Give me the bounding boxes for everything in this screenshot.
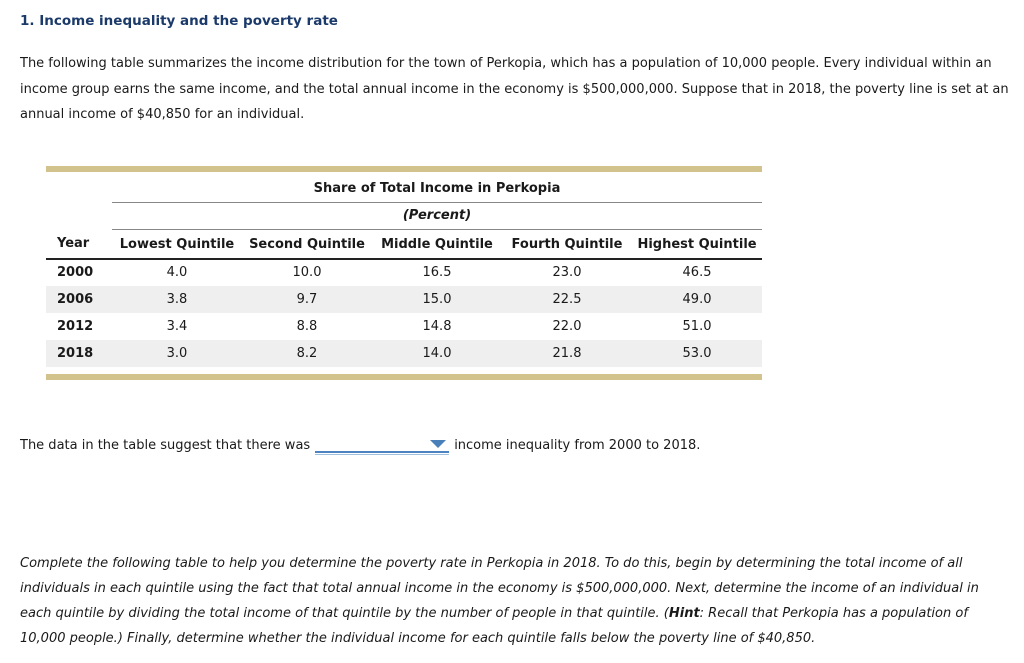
value-cell: 8.8 [296, 318, 318, 334]
value-cell: 14.8 [422, 318, 452, 334]
column-header-highest-quintile: Highest Quintile [632, 229, 763, 260]
value-cell: 22.0 [552, 318, 582, 334]
question-sentence: The data in the table suggest that there… [20, 437, 1004, 455]
instructions-paragraph: Complete the following table to help you… [20, 551, 1010, 651]
value-cell: 51.0 [682, 318, 712, 334]
value-cell: 10.0 [292, 265, 322, 280]
inequality-dropdown[interactable] [315, 437, 450, 455]
year-cell: 2018 [57, 345, 94, 361]
column-header-second-quintile: Second Quintile [242, 229, 372, 260]
value-cell: 49.0 [682, 291, 712, 307]
income-share-table: Share of Total Income in Perkopia (Perce… [46, 165, 763, 380]
value-cell: 46.5 [682, 265, 712, 280]
year-cell: 2000 [57, 265, 94, 280]
column-header-middle-quintile: Middle Quintile [372, 229, 502, 260]
value-cell: 21.8 [552, 345, 582, 361]
question-text-before: The data in the table suggest that there… [20, 437, 311, 453]
table-subtitle: (Percent) [112, 202, 763, 230]
value-cell: 22.5 [552, 291, 582, 307]
table-row: 2006 3.8 9.7 15.0 22.5 49.0 [46, 285, 763, 313]
chevron-down-icon [430, 439, 447, 448]
value-cell: 8.2 [296, 345, 318, 361]
value-cell: 4.0 [166, 265, 188, 280]
value-cell: 53.0 [682, 345, 712, 361]
column-header-lowest-quintile: Lowest Quintile [112, 229, 242, 260]
value-cell: 16.5 [422, 265, 452, 280]
instructions-part1: Complete the following table to help you… [20, 555, 979, 621]
value-cell: 14.0 [422, 345, 452, 361]
table-title: Share of Total Income in Perkopia [112, 177, 763, 203]
table-row: 2018 3.0 8.2 14.0 21.8 53.0 [46, 339, 763, 367]
value-cell: 3.4 [166, 318, 188, 334]
page-title: 1. Income inequality and the poverty rat… [20, 13, 338, 29]
value-cell: 15.0 [422, 291, 452, 307]
hint-label: Hint [668, 605, 700, 621]
table-row: 2000 4.0 10.0 16.5 23.0 46.5 [46, 259, 762, 286]
year-cell: 2012 [57, 318, 94, 334]
question-text-after: income inequality from 2000 to 2018. [454, 437, 701, 453]
table-row: 2012 3.4 8.8 14.8 22.0 51.0 [46, 313, 762, 340]
column-header-fourth-quintile: Fourth Quintile [502, 229, 632, 260]
year-cell: 2006 [57, 291, 94, 307]
column-header-year: Year [46, 229, 112, 260]
table-header-row: Year Lowest Quintile Second Quintile Mid… [46, 229, 763, 260]
value-cell: 23.0 [552, 265, 582, 280]
value-cell: 9.7 [296, 291, 318, 307]
value-cell: 3.8 [166, 291, 188, 307]
intro-paragraph: The following table summarizes the incom… [20, 56, 1009, 122]
value-cell: 3.0 [166, 345, 188, 361]
instructions-part2: : Recall that Perkopia has a population … [20, 605, 968, 646]
